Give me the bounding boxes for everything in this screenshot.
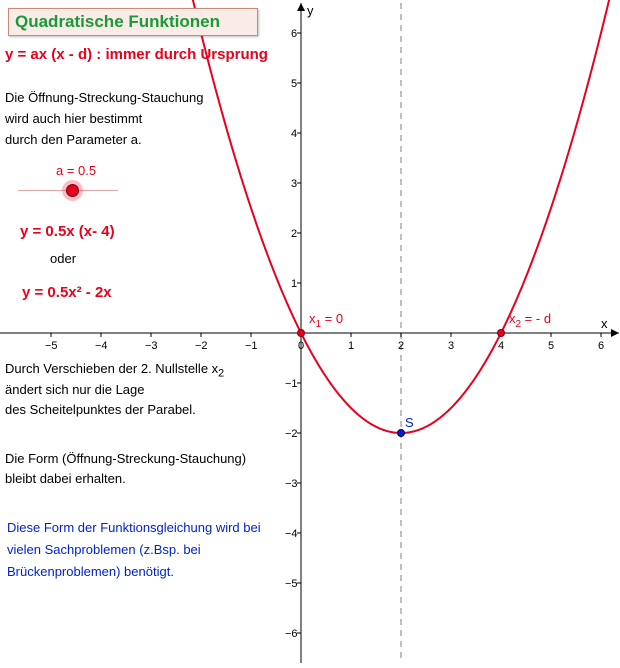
form-line-1: Die Form (Öffnung-Streckung-Stauchung) (5, 451, 247, 466)
y-tick-label: 6 (291, 28, 297, 40)
x-tick-label: −2 (195, 340, 208, 352)
y-tick-label: −4 (285, 528, 298, 540)
y-tick-label: 3 (291, 178, 297, 190)
point-label-s: S (405, 415, 414, 430)
y-tick-label: −5 (285, 578, 298, 590)
note-line-1: Diese Form der Funktionsgleichung wird b… (7, 520, 261, 535)
y-tick-label: 2 (291, 228, 297, 240)
oder-text: oder (50, 251, 77, 266)
shift-line-2: ändert sich nur die Lage (5, 382, 145, 397)
note-line-3: Brückenproblemen) benötigt. (7, 564, 174, 579)
y-tick-label: −3 (285, 478, 298, 490)
x-tick-label: 5 (548, 340, 554, 352)
y-tick-label: 1 (291, 278, 297, 290)
x-tick-label: 3 (448, 340, 454, 352)
x-tick-label: 4 (498, 340, 504, 352)
x-tick-label: −3 (145, 340, 158, 352)
x-tick-label: 2 (398, 340, 404, 352)
slider-knob[interactable] (66, 184, 79, 197)
x-axis-arrow (611, 329, 619, 337)
slider-label: a = 0.5 (56, 163, 97, 178)
point-x1[interactable] (297, 329, 305, 337)
general-formula: y = ax (x - d) : immer durch Ursprung (5, 46, 268, 63)
x-tick-label: −5 (45, 340, 58, 352)
shift-line-1-subscript: 2 (218, 367, 225, 380)
page-title: Quadratische Funktionen (8, 8, 258, 36)
point-x2[interactable] (497, 329, 505, 337)
point-s[interactable] (397, 429, 405, 437)
x-tick-label: −1 (245, 340, 258, 352)
y-axis-label: y (307, 3, 314, 18)
y-tick-label: −6 (285, 628, 298, 640)
y-tick-label: −2 (285, 428, 298, 440)
point-label-x1: x1 = 0 (309, 311, 343, 330)
y-tick-label: 5 (291, 78, 297, 90)
x-tick-label: −4 (95, 340, 108, 352)
x-tick-label: 1 (348, 340, 354, 352)
intro-line-1: Die Öffnung-Streckung-Stauchung (5, 90, 204, 105)
x-tick-label: 6 (598, 340, 604, 352)
x-axis-label: x (601, 316, 608, 331)
y-tick-label: 4 (291, 128, 297, 140)
form-line-2: bleibt dabei erhalten. (5, 471, 126, 486)
y-axis-arrow (297, 3, 305, 11)
equation-factored: y = 0.5x (x- 4) (20, 223, 115, 240)
intro-line-3: durch den Parameter a. (5, 132, 142, 147)
x-tick-label: 0 (298, 340, 304, 352)
intro-line-2: wird auch hier bestimmt (5, 111, 143, 126)
shift-line-3: des Scheitelpunktes der Parabel. (5, 402, 196, 417)
note-line-2: vielen Sachproblemen (z.Bsp. bei (7, 542, 201, 557)
parabola-curve[interactable] (1, 0, 620, 435)
shift-line-1-text: Durch Verschieben der 2. Nullstelle x (5, 361, 219, 376)
point-label-x2: x2 = - d (509, 311, 551, 330)
shift-line-1: Durch Verschieben der 2. Nullstelle x2 (5, 359, 224, 384)
y-tick-label: −1 (285, 378, 298, 390)
equation-expanded: y = 0.5x² - 2x (22, 284, 112, 301)
